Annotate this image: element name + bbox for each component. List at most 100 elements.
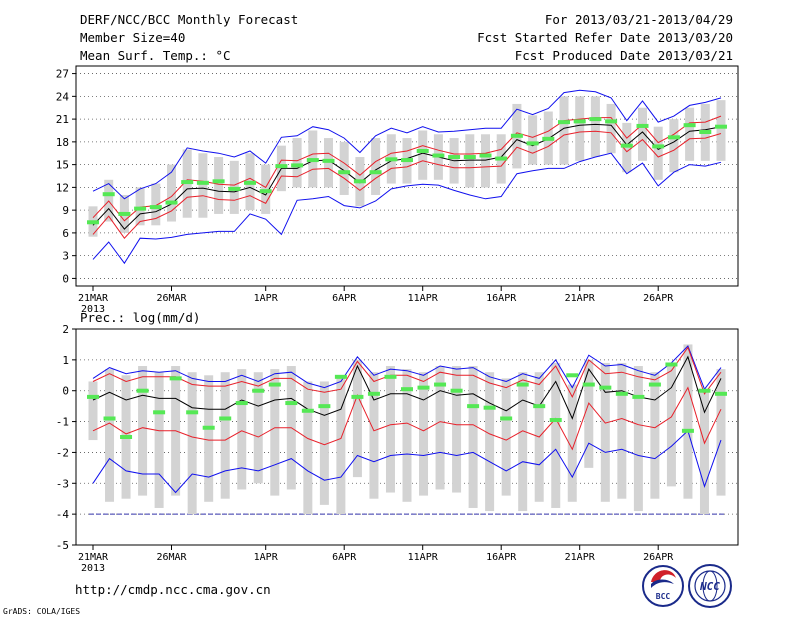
median-marker	[219, 416, 232, 421]
ensemble-box	[666, 362, 676, 487]
median-marker	[338, 170, 351, 175]
footer-url[interactable]: http://cmdp.ncc.cma.gov.cn	[75, 582, 271, 597]
median-marker	[566, 373, 579, 378]
median-marker	[636, 123, 649, 128]
median-marker	[322, 158, 335, 163]
median-marker	[401, 387, 413, 392]
ensemble-box	[600, 362, 610, 502]
y-tick-label: 9	[62, 204, 69, 217]
median-marker	[479, 153, 492, 158]
median-marker	[268, 382, 281, 387]
plot-frame	[75, 328, 739, 546]
ensemble-box	[485, 372, 495, 512]
ensemble-box	[88, 381, 98, 441]
median-marker	[516, 382, 529, 387]
x-tick-label: 16APR	[486, 293, 517, 304]
ensemble-box	[105, 369, 115, 502]
median-marker	[196, 180, 209, 185]
grads-credit: GrADS: COLA/IGES	[3, 607, 80, 616]
ensemble-box	[716, 369, 726, 496]
ensemble-box	[590, 96, 600, 158]
ensemble-box	[518, 372, 528, 512]
ensemble-box	[418, 130, 428, 180]
median-marker	[244, 180, 256, 185]
median-marker	[384, 374, 397, 379]
median-marker	[648, 382, 661, 387]
median-marker	[573, 119, 586, 124]
median-marker	[259, 189, 272, 194]
y-tick-label: 21	[56, 113, 69, 126]
median-marker	[301, 408, 314, 413]
median-marker	[275, 164, 288, 169]
median-marker	[353, 179, 366, 184]
y-tick-label: -5	[56, 539, 69, 552]
median-marker	[526, 141, 539, 146]
median-marker	[715, 124, 727, 129]
y-tick-label: -2	[56, 446, 69, 459]
y-tick-label: 15	[56, 159, 69, 172]
median-marker	[434, 382, 447, 387]
ensemble-mean-line	[92, 355, 722, 420]
ensemble-box	[551, 362, 561, 508]
y-tick-label: -4	[56, 508, 70, 521]
median-marker	[510, 133, 523, 138]
ensemble-box	[650, 372, 660, 499]
x-tick-label: 26MAR	[156, 293, 187, 304]
median-marker	[120, 435, 133, 439]
x-tick-label: 11APR	[408, 293, 439, 304]
ensemble-box	[653, 126, 663, 180]
median-marker	[102, 192, 115, 197]
plot-frame	[75, 65, 739, 287]
bcc-logo-text: BCC	[656, 592, 671, 601]
median-marker	[136, 388, 149, 393]
median-marker	[401, 158, 413, 163]
median-marker	[715, 391, 727, 396]
x-tick-label: 1APR	[254, 293, 279, 304]
ensemble-box	[352, 359, 362, 478]
median-marker	[149, 205, 162, 210]
median-marker	[417, 385, 430, 390]
y-tick-label: 3	[62, 250, 69, 263]
median-marker	[620, 143, 633, 148]
median-marker	[306, 158, 319, 163]
x-tick-label: 11APR	[408, 552, 439, 563]
median-marker	[652, 144, 665, 149]
ensemble-box	[575, 96, 585, 161]
median-marker	[351, 394, 364, 399]
median-marker	[699, 130, 712, 134]
ensemble-box	[385, 366, 395, 493]
forecast-range: For 2013/03/21-2013/04/29	[545, 12, 733, 27]
forecast-produced: Fcst Produced Date 2013/03/21	[515, 48, 733, 63]
median-marker	[103, 416, 116, 421]
median-marker	[165, 200, 178, 205]
ensemble-box	[683, 344, 693, 499]
median-marker	[228, 186, 241, 191]
ensemble-box	[465, 134, 475, 188]
ensemble-box	[253, 372, 263, 484]
max-line	[92, 89, 722, 200]
median-marker	[632, 394, 645, 399]
median-marker	[599, 385, 612, 390]
x-tick-label: 1APR	[254, 552, 279, 563]
x-tick-label: 21MAR	[78, 552, 109, 563]
median-marker	[252, 388, 265, 393]
ncc-logo: NCC	[688, 564, 732, 608]
x-tick-label: 21MAR	[78, 293, 109, 304]
median-marker	[212, 179, 225, 184]
bcc-logo-swirl-blue	[651, 579, 674, 588]
median-marker	[318, 404, 331, 409]
y-tick-label: 27	[56, 68, 69, 81]
y-tick-label: 0	[62, 272, 69, 285]
x-tick-label: 21APR	[565, 293, 596, 304]
y-tick-label: 6	[62, 227, 69, 240]
ensemble-box	[167, 164, 176, 222]
chart-title: DERF/NCC/BCC Monthly Forecast	[80, 12, 298, 27]
median-marker	[483, 405, 496, 410]
ensemble-box	[270, 369, 280, 496]
ensemble-box	[617, 362, 627, 499]
y-tick-label: 18	[56, 136, 69, 149]
median-marker	[463, 155, 476, 160]
median-marker	[291, 163, 304, 168]
y-tick-label: -1	[56, 416, 69, 429]
median-marker	[169, 376, 182, 381]
